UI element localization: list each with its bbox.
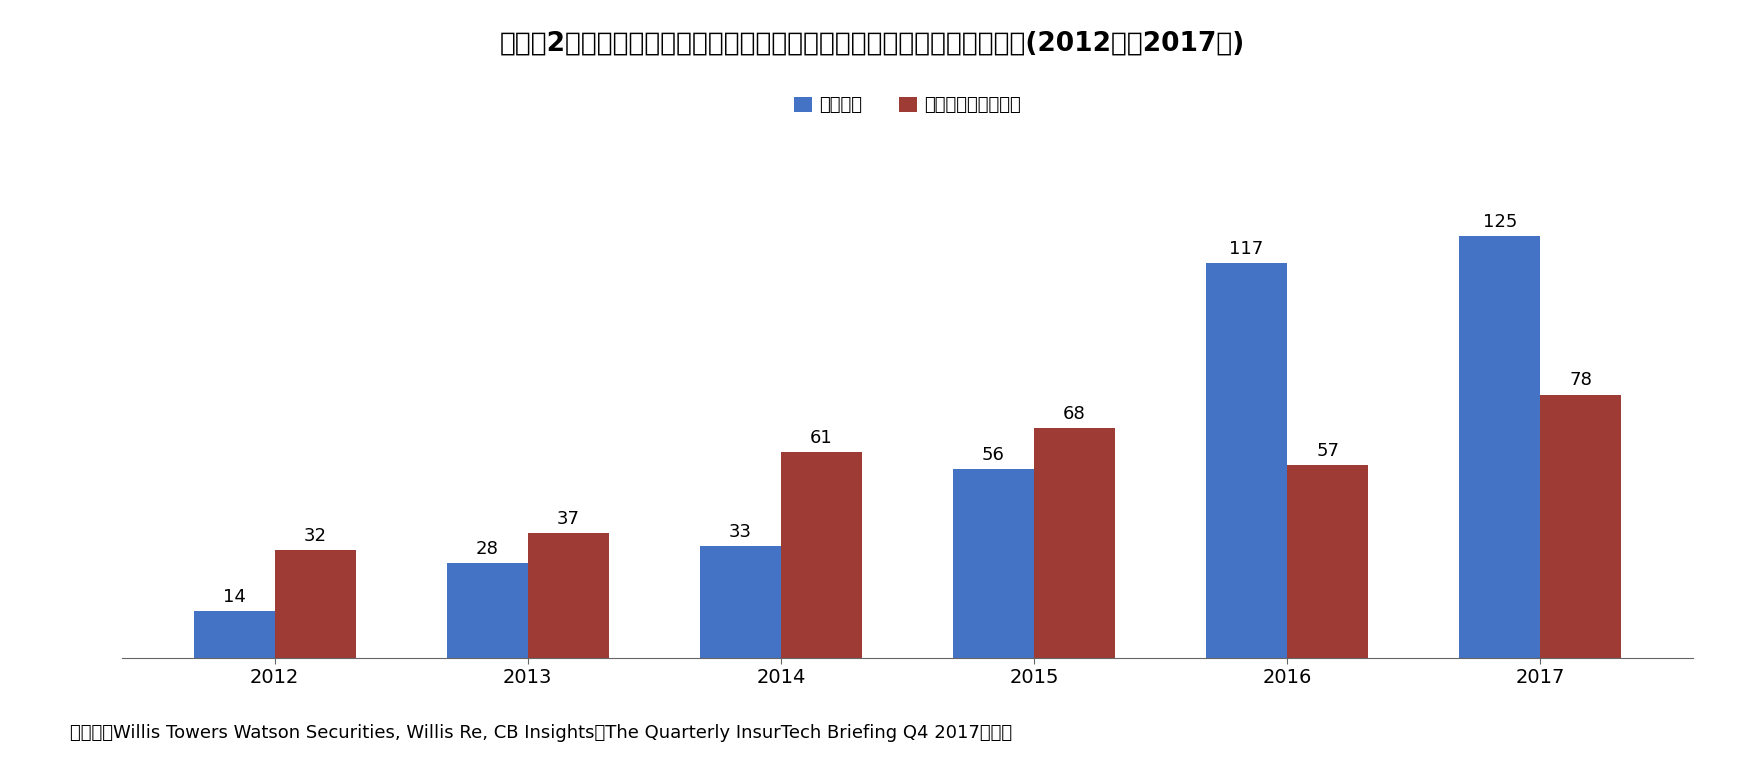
Text: グラフ2　「損害保険」、「生命保険･医療保険」別資金調達件数の推移(2012年～2017年): グラフ2 「損害保険」、「生命保険･医療保険」別資金調達件数の推移(2012年～… [499,31,1246,57]
Bar [700,546,780,658]
Text: 28: 28 [476,540,499,558]
Text: 14: 14 [223,588,246,606]
Bar [953,469,1035,658]
Bar [1459,236,1541,658]
Bar [1288,465,1368,658]
Text: （資料）Willis Towers Watson Securities, Willis Re, CB Insights「The Quarterly InsurT: （資料）Willis Towers Watson Securities, Wil… [70,724,1012,742]
Text: 56: 56 [982,446,1005,464]
Text: 117: 117 [1230,239,1263,258]
Bar [274,550,356,658]
Text: 57: 57 [1316,442,1338,461]
Bar [780,452,862,658]
Text: 68: 68 [1063,405,1085,423]
Text: 33: 33 [729,523,752,542]
Text: 32: 32 [304,527,326,545]
Bar [1541,395,1621,658]
Text: 78: 78 [1569,372,1591,389]
Bar [447,563,527,658]
Bar [1035,428,1115,658]
Text: 61: 61 [810,429,832,447]
Bar [527,533,609,658]
Text: 125: 125 [1483,213,1516,231]
Text: 37: 37 [557,510,579,528]
Bar [1206,263,1288,658]
Bar [194,610,274,658]
Legend: 損害保険, 生命保険・医療保険: 損害保険, 生命保険・医療保険 [787,90,1028,122]
